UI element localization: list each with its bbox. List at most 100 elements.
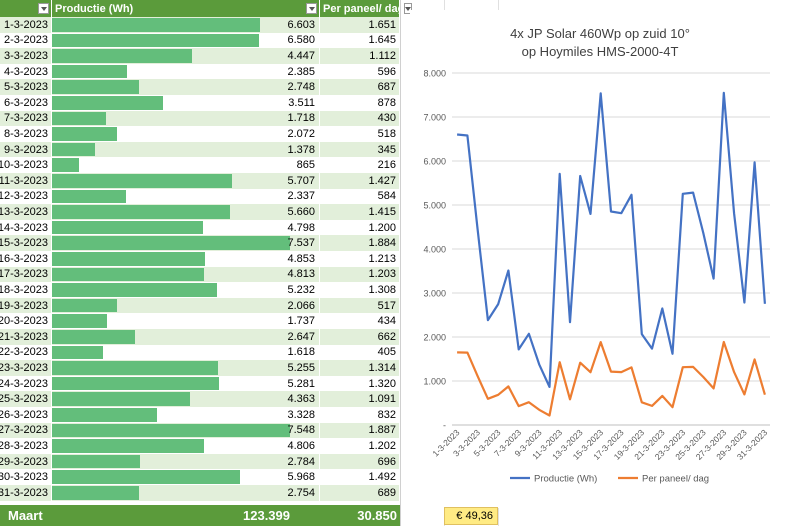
per-panel-cell[interactable]: 518 [320,126,400,142]
date-cell[interactable]: 1-3-2023 [0,17,52,33]
table-row[interactable]: 8-3-2023 2.072 518 [0,126,400,142]
date-cell[interactable]: 7-3-2023 [0,110,52,127]
date-cell[interactable]: 11-3-2023 [0,173,52,189]
table-row[interactable]: 30-3-2023 5.968 1.492 [0,469,400,485]
date-cell[interactable]: 9-3-2023 [0,141,52,158]
per-panel-cell[interactable]: 596 [320,63,400,80]
table-row[interactable]: 29-3-2023 2.784 696 [0,453,400,470]
production-cell[interactable]: 865 [52,157,320,173]
table-row[interactable]: 16-3-2023 4.853 1.213 [0,251,400,267]
date-cell[interactable]: 28-3-2023 [0,438,52,454]
per-panel-cell[interactable]: 430 [320,110,400,127]
date-cell[interactable]: 23-3-2023 [0,360,52,376]
date-cell[interactable]: 19-3-2023 [0,297,52,314]
date-cell[interactable]: 29-3-2023 [0,453,52,470]
production-cell[interactable]: 1.718 [52,110,320,127]
production-cell[interactable]: 2.385 [52,63,320,80]
date-cell[interactable]: 17-3-2023 [0,266,52,283]
production-cell[interactable]: 1.378 [52,141,320,158]
date-cell[interactable]: 30-3-2023 [0,469,52,485]
per-panel-cell[interactable]: 1.308 [320,282,400,298]
table-row[interactable]: 23-3-2023 5.255 1.314 [0,360,400,376]
table-row[interactable]: 17-3-2023 4.813 1.203 [0,266,400,283]
table-row[interactable]: 26-3-2023 3.328 832 [0,407,400,423]
table-row[interactable]: 19-3-2023 2.066 517 [0,297,400,314]
per-panel-cell[interactable]: 345 [320,141,400,158]
per-panel-cell[interactable]: 1.320 [320,375,400,392]
date-cell[interactable]: 24-3-2023 [0,375,52,392]
date-cell[interactable]: 15-3-2023 [0,235,52,251]
date-cell[interactable]: 12-3-2023 [0,188,52,205]
production-cell[interactable]: 5.707 [52,173,320,189]
filter-dropdown-icon[interactable] [306,3,317,14]
per-panel-cell[interactable]: 1.884 [320,235,400,251]
table-row[interactable]: 2-3-2023 6.580 1.645 [0,32,400,49]
production-cell[interactable]: 6.603 [52,17,320,33]
date-cell[interactable]: 31-3-2023 [0,485,52,501]
per-panel-cell[interactable]: 832 [320,407,400,423]
table-row[interactable]: 20-3-2023 1.737 434 [0,313,400,329]
production-cell[interactable]: 4.813 [52,266,320,283]
per-panel-cell[interactable]: 517 [320,297,400,314]
date-cell[interactable]: 16-3-2023 [0,251,52,267]
table-row[interactable]: 7-3-2023 1.718 430 [0,110,400,127]
date-cell[interactable]: 2-3-2023 [0,32,52,49]
production-cell[interactable]: 2.066 [52,297,320,314]
production-cell[interactable]: 2.748 [52,79,320,95]
production-cell[interactable]: 1.618 [52,344,320,361]
per-panel-cell[interactable]: 1.645 [320,32,400,49]
per-panel-cell[interactable]: 662 [320,329,400,345]
production-cell[interactable]: 3.328 [52,407,320,423]
production-cell[interactable]: 4.363 [52,391,320,407]
table-row[interactable]: 10-3-2023 865 216 [0,157,400,173]
date-cell[interactable]: 20-3-2023 [0,313,52,329]
line-chart[interactable]: 4x JP Solar 460Wp op zuid 10° op Hoymiles… [410,10,790,508]
date-cell[interactable]: 10-3-2023 [0,157,52,173]
date-cell[interactable]: 25-3-2023 [0,391,52,407]
production-cell[interactable]: 5.281 [52,375,320,392]
per-panel-cell[interactable]: 216 [320,157,400,173]
production-cell[interactable]: 2.647 [52,329,320,345]
date-cell[interactable]: 22-3-2023 [0,344,52,361]
per-panel-cell[interactable]: 1.213 [320,251,400,267]
table-row[interactable]: 14-3-2023 4.798 1.200 [0,219,400,236]
table-row[interactable]: 15-3-2023 7.537 1.884 [0,235,400,251]
table-row[interactable]: 1-3-2023 6.603 1.651 [0,17,400,33]
table-row[interactable]: 18-3-2023 5.232 1.308 [0,282,400,298]
table-row[interactable]: 28-3-2023 4.806 1.202 [0,438,400,454]
per-panel-cell[interactable]: 434 [320,313,400,329]
production-cell[interactable]: 1.737 [52,313,320,329]
date-cell[interactable]: 6-3-2023 [0,95,52,111]
production-cell[interactable]: 6.580 [52,32,320,49]
production-cell[interactable]: 4.798 [52,219,320,236]
per-panel-cell[interactable]: 1.887 [320,422,400,439]
production-cell[interactable]: 2.072 [52,126,320,142]
date-cell[interactable]: 5-3-2023 [0,79,52,95]
date-cell[interactable]: 26-3-2023 [0,407,52,423]
per-panel-cell[interactable]: 1.200 [320,219,400,236]
table-row[interactable]: 12-3-2023 2.337 584 [0,188,400,205]
column-header-per-panel[interactable]: Per paneel/ dag [320,0,413,17]
table-row[interactable]: 24-3-2023 5.281 1.320 [0,375,400,392]
table-row[interactable]: 5-3-2023 2.748 687 [0,79,400,95]
production-cell[interactable]: 4.447 [52,48,320,64]
total-row[interactable]: Maart 123.399 30.850 [0,505,400,526]
per-panel-cell[interactable]: 1.314 [320,360,400,376]
per-panel-cell[interactable]: 1.091 [320,391,400,407]
production-cell[interactable]: 5.660 [52,204,320,220]
table-row[interactable]: 25-3-2023 4.363 1.091 [0,391,400,407]
production-cell[interactable]: 4.853 [52,251,320,267]
per-panel-cell[interactable]: 1.492 [320,469,400,485]
date-cell[interactable]: 27-3-2023 [0,422,52,439]
table-row[interactable]: 31-3-2023 2.754 689 [0,485,400,501]
table-row[interactable]: 6-3-2023 3.511 878 [0,95,400,111]
per-panel-cell[interactable]: 696 [320,453,400,470]
date-cell[interactable]: 13-3-2023 [0,204,52,220]
production-cell[interactable]: 2.337 [52,188,320,205]
per-panel-cell[interactable]: 1.651 [320,17,400,33]
production-cell[interactable]: 7.537 [52,235,320,251]
production-cell[interactable]: 5.968 [52,469,320,485]
filter-dropdown-icon[interactable] [38,3,49,14]
per-panel-cell[interactable]: 1.203 [320,266,400,283]
table-row[interactable]: 3-3-2023 4.447 1.112 [0,48,400,64]
